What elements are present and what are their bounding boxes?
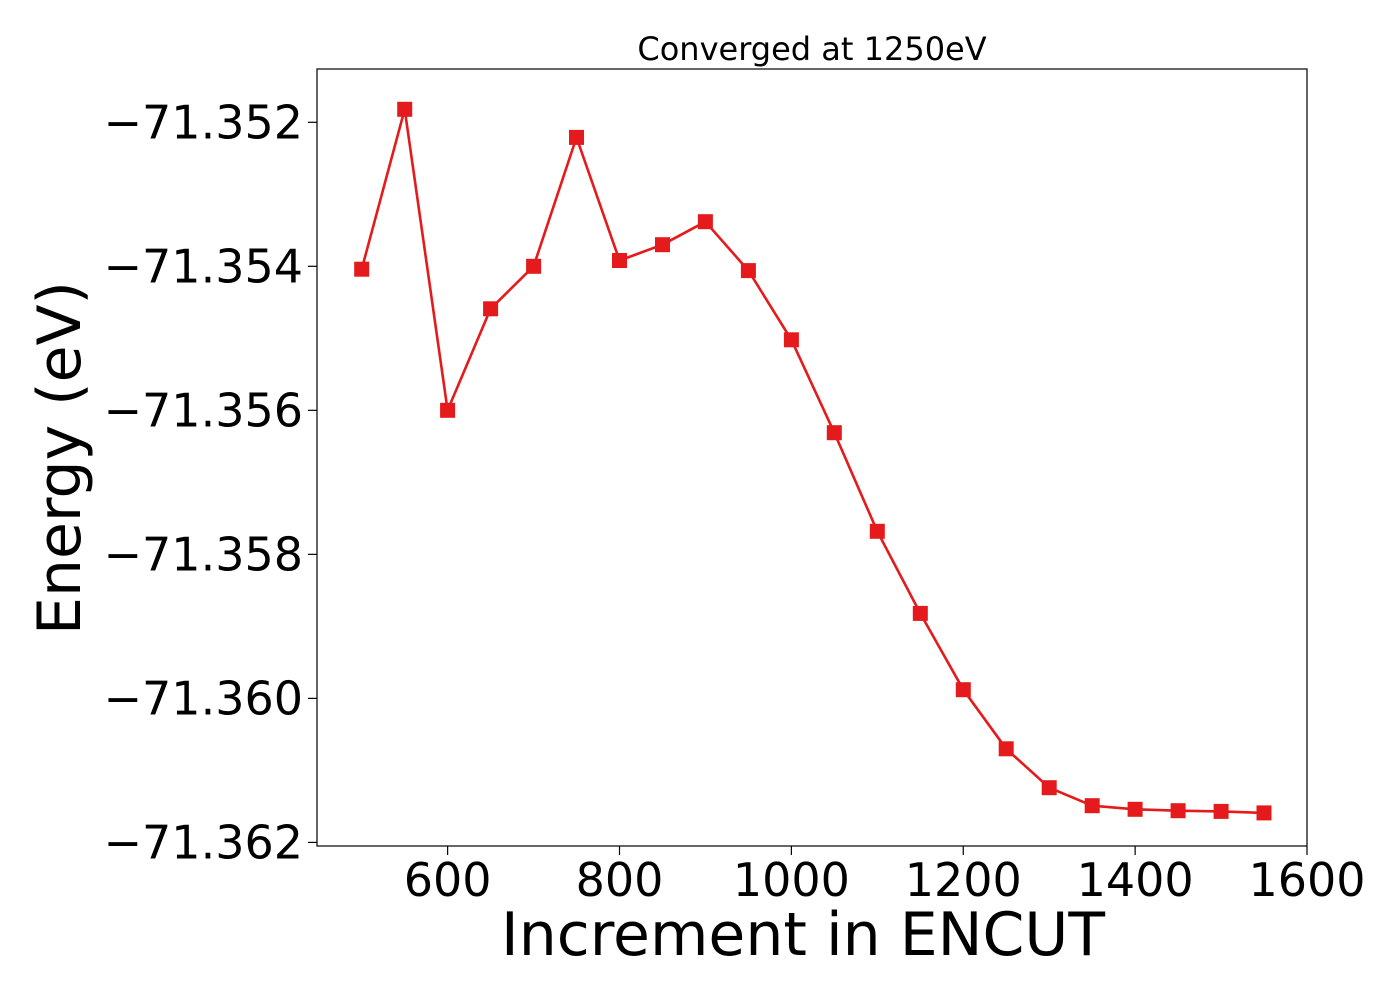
data-point [1170, 803, 1186, 819]
data-point [1127, 801, 1143, 817]
data-point [612, 253, 627, 268]
data-point [1213, 803, 1229, 819]
y-tick-label: −71.354 [104, 239, 304, 293]
data-point [1256, 805, 1272, 821]
data-point [1084, 798, 1100, 814]
x-tick-label: 600 [404, 853, 492, 907]
plot-frame [316, 68, 1308, 847]
y-tick-label: −71.360 [104, 671, 304, 725]
y-tick-label: −71.358 [104, 527, 304, 581]
x-tick-label: 1600 [1248, 853, 1365, 907]
data-point [869, 523, 885, 539]
chart-title: Converged at 1250eV [637, 30, 986, 68]
series-line [360, 108, 1265, 815]
x-tick-label: 1400 [1077, 853, 1194, 907]
y-tick-label: −71.352 [104, 95, 304, 149]
data-point [740, 263, 756, 279]
data-point [998, 741, 1014, 757]
data-point [354, 261, 370, 277]
data-point [397, 101, 413, 117]
data-point [826, 425, 842, 441]
data-point [655, 237, 670, 253]
y-axis: −71.352 −71.354 −71.356 −71.358 −71.360 −71.3… [104, 95, 317, 869]
data-point [912, 605, 928, 621]
data-point [783, 332, 799, 348]
x-axis-label: Increment in ENCUT [501, 900, 1105, 970]
series-markers [354, 101, 1272, 821]
data-point [697, 214, 713, 230]
data-point [483, 301, 499, 317]
data-point [526, 258, 542, 274]
y-tick-label: −71.362 [104, 815, 304, 869]
data-point [569, 129, 584, 145]
y-tick-label: −71.356 [104, 383, 304, 437]
x-tick-label: 1000 [733, 853, 850, 907]
data-point [1041, 780, 1057, 796]
data-point [955, 682, 971, 698]
x-tick-label: 800 [576, 853, 664, 907]
x-tick-label: 1200 [905, 853, 1022, 907]
x-axis: 600 800 1000 1200 1400 1600 [404, 846, 1366, 907]
y-axis-label: Energy (eV) [25, 281, 95, 635]
data-point [440, 402, 456, 418]
